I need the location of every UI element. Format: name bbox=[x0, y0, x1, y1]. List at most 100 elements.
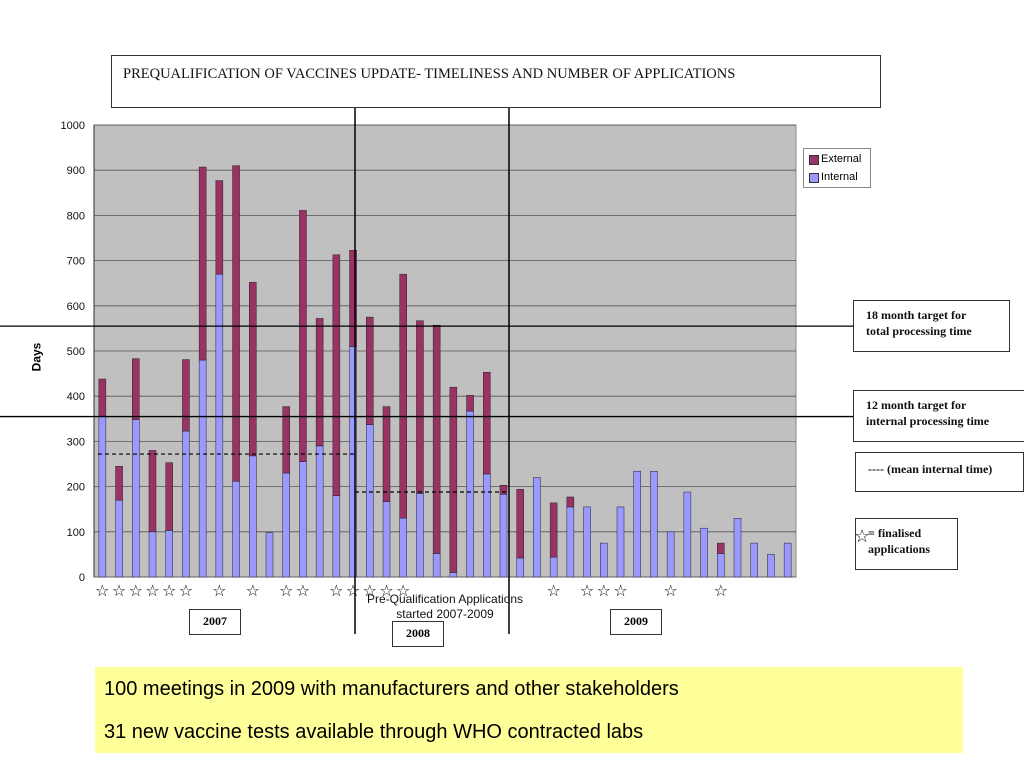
bar-internal bbox=[750, 542, 758, 578]
legend: External Internal bbox=[803, 148, 871, 188]
bar-external bbox=[717, 542, 725, 554]
bar-external bbox=[249, 282, 257, 457]
bar-external bbox=[366, 316, 374, 425]
finalised-star: ☆ bbox=[279, 581, 293, 600]
bar-external bbox=[466, 395, 474, 412]
finalised-star: ☆ bbox=[95, 581, 109, 600]
bar-internal bbox=[366, 424, 374, 578]
year-label-2008: 2008 bbox=[392, 621, 444, 647]
y-tick-label: 300 bbox=[67, 436, 85, 448]
y-tick-label: 100 bbox=[67, 527, 85, 539]
finalised-note: ☆ = finalised applications bbox=[854, 518, 958, 570]
bar-external bbox=[399, 273, 407, 519]
bar-external bbox=[516, 489, 524, 559]
bar-external bbox=[382, 406, 391, 502]
finalised-star: ☆ bbox=[663, 581, 677, 600]
bar-internal bbox=[616, 506, 625, 578]
bar-external bbox=[332, 254, 341, 496]
y-axis-ticks: 0 100 200 300 400 500 600 700 800 900 1000 bbox=[61, 120, 85, 584]
mean-internal-note: ---- (mean internal time) bbox=[855, 452, 1024, 492]
bar-external bbox=[198, 166, 207, 361]
highlight-box: 100 meetings in 2009 with manufacturers … bbox=[95, 667, 963, 753]
finalised-star: ☆ bbox=[296, 581, 310, 600]
bars-group bbox=[98, 165, 792, 578]
bar-external bbox=[432, 324, 441, 554]
year-label-2007: 2007 bbox=[189, 609, 241, 635]
highlight-line1: 100 meetings in 2009 with manufacturers … bbox=[104, 678, 679, 700]
finalised-star: ☆ bbox=[546, 581, 560, 600]
bar-internal bbox=[249, 455, 257, 578]
bar-external bbox=[566, 496, 575, 508]
finalised-star: ☆ bbox=[363, 581, 377, 600]
bar-internal bbox=[516, 557, 524, 578]
year-label-2009: 2009 bbox=[610, 609, 662, 635]
pq-caption: Pre-Qualification Applications started 2… bbox=[355, 592, 535, 622]
bar-external bbox=[98, 378, 107, 417]
bar-internal bbox=[767, 554, 775, 578]
highlight-line2: 31 new vaccine tests available through W… bbox=[104, 721, 644, 743]
bar-internal bbox=[232, 480, 240, 578]
bar-internal bbox=[299, 461, 307, 578]
bar-external bbox=[282, 406, 290, 474]
bar-internal bbox=[282, 472, 290, 578]
finalised-star: ☆ bbox=[179, 581, 193, 600]
y-tick-label: 400 bbox=[67, 391, 85, 403]
bar-internal bbox=[733, 517, 742, 578]
bar-internal bbox=[600, 542, 608, 578]
bar-external bbox=[416, 320, 424, 494]
finalised-star: ☆ bbox=[246, 581, 260, 600]
plot-area bbox=[93, 124, 797, 578]
finalised-line2: applications bbox=[868, 542, 931, 556]
y-tick-label: 900 bbox=[67, 165, 85, 177]
bar-external bbox=[148, 450, 157, 533]
finalised-star: ☆ bbox=[580, 581, 594, 600]
bar-external bbox=[483, 371, 491, 475]
y-tick-label: 0 bbox=[79, 572, 85, 584]
bar-internal bbox=[182, 430, 190, 578]
bar-external bbox=[182, 359, 190, 432]
bar-internal bbox=[666, 531, 675, 578]
bar-external bbox=[132, 358, 140, 420]
bar-external bbox=[315, 318, 324, 447]
bar-internal bbox=[449, 572, 458, 578]
bar-external bbox=[232, 165, 240, 482]
bar-internal bbox=[566, 506, 575, 578]
bar-internal bbox=[499, 494, 508, 578]
bar-internal bbox=[382, 501, 391, 578]
chart-title-box: PREQUALIFICATION OF VACCINES UPDATE- TIM… bbox=[111, 55, 881, 108]
chart-title: PREQUALIFICATION OF VACCINES UPDATE- TIM… bbox=[123, 66, 736, 82]
bar-internal bbox=[215, 273, 224, 578]
finalised-star: ☆ bbox=[145, 581, 159, 600]
bar-internal bbox=[265, 532, 274, 578]
finalised-star: ☆ bbox=[613, 581, 627, 600]
target-12-line2: internal processing time bbox=[866, 414, 990, 428]
bar-internal bbox=[198, 359, 207, 578]
finalised-star: ☆ bbox=[346, 581, 360, 600]
bar-external bbox=[165, 462, 173, 531]
legend-label-internal: Internal bbox=[821, 171, 858, 183]
y-tick-label: 800 bbox=[67, 210, 85, 222]
y-tick-label: 700 bbox=[67, 256, 85, 268]
bar-internal bbox=[432, 553, 441, 578]
bar-internal bbox=[533, 477, 541, 578]
target-12-month-note: 12 month target for internal processing … bbox=[853, 390, 1024, 442]
bar-internal bbox=[165, 530, 173, 578]
finalised-line1: = finalised bbox=[868, 526, 922, 540]
finalised-star: ☆ bbox=[162, 581, 176, 600]
bar-internal bbox=[466, 410, 474, 578]
finalised-stars-group: ☆ ☆ ☆ ☆ ☆ ☆ ☆ ☆ ☆ ☆ ☆ ☆ ☆ ☆ ☆ ☆ ☆ ☆ ☆ ☆ ☆ bbox=[95, 581, 728, 600]
bar-external bbox=[499, 484, 508, 495]
legend-swatch-internal bbox=[809, 173, 819, 183]
bar-internal bbox=[549, 556, 558, 578]
bar-external bbox=[299, 210, 307, 462]
finalised-star: ☆ bbox=[396, 581, 410, 600]
bar-internal bbox=[717, 553, 725, 578]
bar-internal bbox=[783, 542, 792, 578]
mean-internal-label: ---- (mean internal time) bbox=[868, 462, 993, 476]
finalised-star: ☆ bbox=[112, 581, 126, 600]
bar-internal bbox=[332, 495, 341, 578]
bar-internal bbox=[483, 473, 491, 578]
finalised-star: ☆ bbox=[379, 581, 393, 600]
finalised-star: ☆ bbox=[212, 581, 226, 600]
